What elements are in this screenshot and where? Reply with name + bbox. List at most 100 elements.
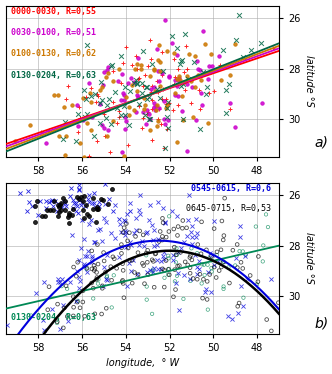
- Point: [211, 88, 216, 94]
- Point: [139, 125, 145, 131]
- Point: [35, 212, 40, 218]
- Text: 0545-0615, R=0,6: 0545-0615, R=0,6: [191, 184, 271, 193]
- Point: [125, 238, 130, 244]
- Point: [180, 218, 186, 224]
- Point: [160, 68, 165, 74]
- Point: [227, 100, 232, 106]
- Point: [240, 55, 246, 61]
- Point: [134, 80, 140, 86]
- Point: [156, 116, 161, 122]
- Point: [131, 107, 136, 113]
- Point: [86, 80, 92, 86]
- Point: [103, 269, 108, 275]
- Point: [64, 133, 69, 139]
- Point: [124, 230, 129, 236]
- Point: [126, 260, 132, 266]
- Point: [163, 17, 168, 23]
- Text: 0130-0204, R=0,63: 0130-0204, R=0,63: [11, 313, 96, 322]
- Point: [146, 217, 151, 223]
- Point: [122, 112, 127, 118]
- Point: [128, 268, 134, 274]
- Point: [169, 208, 174, 214]
- Point: [184, 82, 190, 88]
- Point: [149, 56, 154, 62]
- Point: [101, 264, 106, 270]
- Point: [43, 140, 49, 146]
- Point: [144, 297, 149, 303]
- Point: [44, 207, 49, 213]
- Point: [202, 272, 207, 278]
- Point: [161, 256, 166, 262]
- Point: [145, 247, 150, 253]
- Point: [145, 63, 150, 69]
- Point: [227, 106, 232, 112]
- Point: [42, 279, 47, 285]
- Point: [154, 46, 160, 52]
- Point: [186, 192, 191, 198]
- Point: [172, 50, 177, 56]
- Point: [162, 275, 167, 281]
- Point: [76, 196, 82, 202]
- Point: [108, 264, 114, 270]
- Point: [71, 196, 76, 202]
- Point: [92, 239, 98, 245]
- Point: [131, 230, 136, 236]
- Point: [120, 279, 125, 285]
- Point: [173, 252, 179, 258]
- Point: [55, 202, 60, 208]
- Point: [129, 82, 134, 88]
- Point: [185, 67, 190, 73]
- Point: [98, 100, 103, 106]
- Point: [131, 257, 136, 263]
- Point: [230, 247, 235, 253]
- Point: [197, 271, 203, 277]
- Point: [93, 99, 98, 105]
- Point: [227, 72, 232, 78]
- Point: [135, 76, 141, 82]
- Point: [96, 199, 101, 205]
- Point: [171, 80, 176, 86]
- Point: [100, 96, 105, 102]
- Point: [25, 208, 30, 214]
- Point: [110, 254, 116, 260]
- Point: [65, 318, 71, 324]
- Point: [165, 253, 171, 259]
- Point: [173, 90, 178, 96]
- Point: [77, 140, 83, 146]
- Point: [54, 320, 60, 326]
- Point: [93, 91, 98, 97]
- Point: [195, 242, 201, 248]
- Point: [194, 271, 200, 277]
- Point: [60, 204, 65, 210]
- Point: [125, 245, 131, 251]
- Point: [160, 233, 165, 239]
- Point: [121, 92, 126, 98]
- Point: [161, 145, 166, 151]
- Point: [64, 96, 69, 102]
- Point: [117, 254, 122, 260]
- Point: [90, 114, 95, 120]
- Point: [209, 265, 214, 271]
- Point: [74, 273, 79, 279]
- Point: [209, 269, 214, 275]
- Point: [184, 148, 189, 154]
- Point: [211, 226, 217, 232]
- Point: [151, 84, 156, 90]
- Point: [304, 209, 310, 215]
- Point: [178, 249, 183, 255]
- Point: [237, 12, 242, 18]
- Point: [99, 79, 104, 85]
- Point: [208, 70, 213, 76]
- Point: [74, 208, 79, 214]
- Point: [124, 221, 129, 227]
- Point: [175, 93, 180, 99]
- Point: [80, 199, 85, 205]
- Point: [227, 280, 232, 286]
- Point: [106, 64, 111, 70]
- Point: [177, 307, 182, 313]
- Point: [60, 136, 65, 142]
- Point: [76, 186, 82, 192]
- Point: [125, 80, 130, 86]
- Point: [151, 243, 156, 249]
- Point: [170, 107, 176, 113]
